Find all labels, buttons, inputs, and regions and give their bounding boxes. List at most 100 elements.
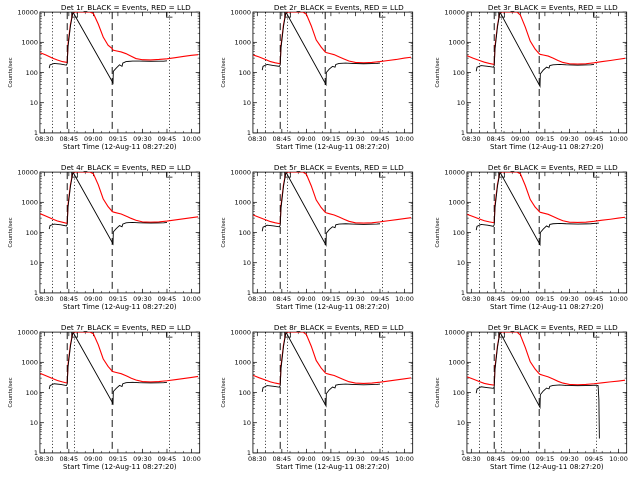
y-tick-label: 1 (34, 289, 38, 297)
detector-panel-8: Det 8r_BLACK = Events, RED = LLD 1 10 100 10… (213, 320, 426, 480)
x-tick-label: 09:15 (535, 455, 554, 463)
x-axis-label: Start Time (12-Aug-11 08:27:20) (490, 463, 604, 471)
chart-title: Det 8r_BLACK = Events, RED = LLD (274, 323, 404, 332)
detector-panel-1: Det 1r_BLACK = Events, RED = LLD 1 10 100 10… (0, 0, 213, 160)
series-line-lld (466, 332, 625, 386)
y-tick-label: 10000 (444, 168, 465, 176)
series-line-events (262, 172, 381, 247)
y-axis-label: Counts/sec (221, 217, 227, 247)
plot-frame (39, 11, 201, 134)
x-tick-label: 09:45 (584, 135, 603, 143)
detector-chart-6: Det 6r_BLACK = Events, RED = LLD 1 10 100 10… (435, 163, 628, 311)
x-tick-label: 10:00 (182, 455, 201, 463)
bracket-marker (497, 172, 505, 178)
bracket-marker (284, 332, 292, 338)
bracket-marker (71, 332, 78, 338)
y-tick-label: 1000 (235, 39, 251, 47)
x-tick-label: 09:45 (158, 455, 177, 463)
x-tick-label: 09:30 (346, 455, 365, 463)
x-tick-label: 09:00 (511, 135, 530, 143)
y-axis-label: Counts/sec (8, 377, 14, 407)
x-axis-label: Start Time (12-Aug-11 08:27:20) (490, 303, 604, 311)
y-tick-label: 1000 (235, 199, 251, 207)
series-line-events (48, 12, 168, 85)
detector-chart-2: Det 2r_BLACK = Events, RED = LLD 1 10 100 10… (221, 3, 414, 151)
y-tick-label: 100 (239, 69, 251, 77)
y-axis-label: Counts/sec (8, 57, 14, 87)
x-tick-label: 09:00 (84, 455, 103, 463)
y-axis-label: Counts/sec (221, 57, 227, 87)
y-tick-label: 1000 (21, 199, 37, 207)
y-tick-label: 1000 (448, 359, 464, 367)
bracket-marker (592, 12, 600, 18)
y-tick-label: 10000 (17, 328, 38, 336)
y-axis-label: Counts/sec (435, 377, 441, 407)
detector-chart-4: Det 4r_BLACK = Events, RED = LLD 1 10 100 10… (8, 163, 201, 311)
x-tick-label: 09:00 (297, 135, 316, 143)
x-tick-label: 08:30 (462, 135, 481, 143)
y-tick-label: 10000 (231, 168, 252, 176)
series-line-events (48, 332, 168, 406)
x-tick-label: 09:15 (535, 295, 554, 303)
x-tick-label: 09:15 (322, 455, 341, 463)
detector-panel-3: Det 3r_BLACK = Events, RED = LLD 1 10 100 10… (427, 0, 640, 160)
x-axis-label: Start Time (12-Aug-11 08:27:20) (63, 143, 177, 151)
x-tick-label: 10:00 (396, 455, 415, 463)
x-tick-label: 08:45 (60, 455, 79, 463)
x-tick-label: 09:45 (584, 455, 603, 463)
series-line-lld (253, 12, 412, 65)
detector-chart-3: Det 3r_BLACK = Events, RED = LLD 1 10 100 10… (435, 3, 628, 151)
x-axis-label: Start Time (12-Aug-11 08:27:20) (276, 303, 390, 311)
bracket-marker (166, 12, 173, 18)
y-tick-label: 10 (456, 259, 464, 267)
x-tick-label: 09:15 (109, 455, 128, 463)
x-tick-label: 09:15 (109, 295, 128, 303)
detector-chart-7: Det 7r_BLACK = Events, RED = LLD 1 10 100 10… (8, 323, 201, 471)
detector-chart-1: Det 1r_BLACK = Events, RED = LLD 1 10 100 10… (8, 3, 201, 151)
y-tick-label: 10 (456, 99, 464, 107)
x-tick-label: 09:00 (84, 135, 103, 143)
x-tick-label: 09:15 (322, 135, 341, 143)
x-tick-label: 09:15 (109, 135, 128, 143)
x-tick-label: 08:45 (273, 135, 292, 143)
y-tick-label: 10000 (231, 328, 252, 336)
plot-frame (466, 11, 627, 134)
x-tick-label: 10:00 (609, 135, 628, 143)
detector-panel-5: Det 5r_BLACK = Events, RED = LLD 1 10 100 10… (213, 160, 426, 320)
y-axis-label: Counts/sec (435, 217, 441, 247)
y-axis-label: Counts/sec (435, 57, 441, 87)
series-line-lld (40, 332, 199, 384)
x-tick-label: 08:30 (248, 455, 267, 463)
series-line-lld (466, 12, 625, 66)
plot-frame (466, 331, 627, 454)
y-tick-label: 1 (460, 449, 464, 457)
bracket-marker (71, 12, 78, 18)
bracket-marker (166, 172, 173, 178)
y-tick-label: 10 (243, 259, 251, 267)
x-tick-label: 10:00 (182, 295, 201, 303)
y-tick-label: 1 (247, 449, 251, 457)
y-tick-label: 10000 (17, 168, 38, 176)
chart-title: Det 2r_BLACK = Events, RED = LLD (274, 3, 404, 12)
bracket-marker (497, 332, 505, 338)
bracket-marker (284, 12, 292, 18)
x-tick-label: 08:30 (462, 455, 481, 463)
y-axis-label: Counts/sec (221, 377, 227, 407)
detector-panel-4: Det 4r_BLACK = Events, RED = LLD 1 10 100 10… (0, 160, 213, 320)
y-tick-label: 10 (243, 99, 251, 107)
y-tick-label: 100 (452, 69, 464, 77)
x-tick-label: 09:15 (322, 295, 341, 303)
x-tick-label: 09:30 (133, 455, 152, 463)
chart-title: Det 5r_BLACK = Events, RED = LLD (274, 163, 404, 172)
x-tick-label: 09:30 (133, 295, 152, 303)
x-tick-label: 09:00 (511, 455, 530, 463)
x-tick-label: 08:45 (486, 135, 505, 143)
plot-frame (252, 171, 414, 294)
y-tick-label: 10000 (444, 8, 465, 16)
y-tick-label: 1 (247, 289, 251, 297)
series-line-events (262, 12, 381, 87)
x-tick-label: 09:30 (346, 295, 365, 303)
x-tick-label: 08:45 (273, 455, 292, 463)
y-tick-label: 100 (452, 229, 464, 237)
